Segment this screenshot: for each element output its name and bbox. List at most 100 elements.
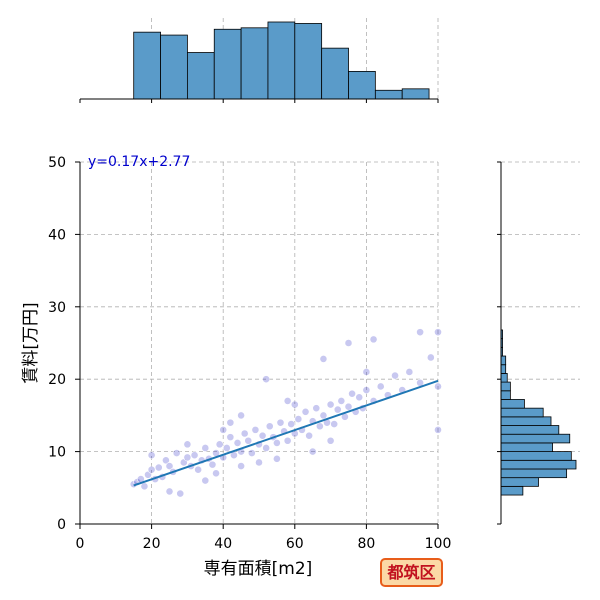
scatter-point xyxy=(201,444,210,452)
right-hist-bar xyxy=(500,477,539,487)
scatter-point xyxy=(283,397,292,405)
right-hist-bar xyxy=(500,407,544,418)
x-tick-label: 60 xyxy=(286,536,304,552)
scatter-point xyxy=(276,418,285,427)
scatter-points xyxy=(129,328,442,498)
scatter-point xyxy=(176,489,185,498)
y-tick-label: 40 xyxy=(48,227,66,243)
top-hist-bar xyxy=(267,21,296,100)
y-tick-label: 50 xyxy=(48,155,66,171)
scatter-point xyxy=(330,420,339,428)
scatter-point xyxy=(391,371,399,380)
scatter-point xyxy=(165,487,174,496)
scatter-point xyxy=(362,386,371,394)
scatter-point xyxy=(258,431,267,440)
scatter-point xyxy=(183,453,192,462)
y-tick-label: 20 xyxy=(48,372,66,388)
y-tick-label: 30 xyxy=(48,300,66,316)
right-hist-bar xyxy=(500,451,572,461)
scatter-point xyxy=(337,397,346,405)
top-hist-bar xyxy=(213,28,242,100)
x-tick-label: 100 xyxy=(425,536,452,552)
scatter-point xyxy=(426,353,435,362)
ward-badge: 都筑区 xyxy=(380,558,443,587)
right-hist-bar xyxy=(500,399,525,409)
scatter-point xyxy=(416,328,424,337)
scatter-point xyxy=(308,447,317,456)
scatter-point xyxy=(369,335,378,344)
scatter-point xyxy=(362,368,371,376)
scatter-point xyxy=(344,402,353,411)
axes xyxy=(75,98,502,529)
scatter-point xyxy=(183,440,192,449)
scatter-point xyxy=(434,328,442,337)
scatter-point xyxy=(287,420,296,428)
x-axis-label: 専有面積[m2] xyxy=(204,559,313,579)
x-tick-label: 20 xyxy=(143,536,161,552)
x-tick-label: 40 xyxy=(214,536,232,552)
x-tick-label: 80 xyxy=(357,536,375,552)
scatter-point xyxy=(283,436,292,445)
scatter-point xyxy=(140,482,149,491)
top-hist-bar xyxy=(374,89,403,100)
top-hist-bar xyxy=(133,31,161,100)
scatter-point xyxy=(154,463,163,472)
scatter-point xyxy=(344,339,353,347)
top-hist-bar xyxy=(401,88,430,100)
scatter-point xyxy=(434,382,442,391)
scatter-point xyxy=(265,422,274,431)
scatter-point xyxy=(315,422,324,431)
scatter-point xyxy=(294,415,303,423)
scatter-point xyxy=(326,436,335,445)
scatter-point xyxy=(208,460,217,469)
scatter-point xyxy=(240,429,249,438)
top-hist-bar xyxy=(348,70,376,100)
scatter-point xyxy=(226,418,235,427)
scatter-point xyxy=(172,449,181,457)
right-hist-bar xyxy=(500,425,560,435)
scatter-point xyxy=(244,436,253,445)
scatter-point xyxy=(255,458,263,467)
scatter-point xyxy=(272,454,281,463)
right-hist-bar xyxy=(500,485,524,496)
scatter-point xyxy=(237,462,245,470)
top-hist-bar xyxy=(321,47,349,100)
right-hist-bar xyxy=(500,416,552,426)
y-tick-label: 10 xyxy=(48,445,66,461)
scatter-point xyxy=(376,382,385,391)
right-hist-bar xyxy=(500,390,511,400)
scatter-point xyxy=(233,439,242,447)
scatter-point xyxy=(147,465,156,474)
right-hist-bar xyxy=(500,364,507,374)
scatter-point xyxy=(251,425,260,434)
scatter-point xyxy=(162,456,170,465)
y-tick-label: 0 xyxy=(57,517,66,533)
scatter-point xyxy=(226,433,235,442)
scatter-point xyxy=(222,444,231,452)
top-hist-bar xyxy=(240,27,269,100)
top-hist-bar xyxy=(186,52,215,100)
ward-badge-label: 都筑区 xyxy=(386,563,435,582)
scatter-point xyxy=(201,476,210,485)
ward-badge-box xyxy=(380,558,443,587)
scatter-point xyxy=(262,375,271,384)
scatter-point xyxy=(247,449,256,457)
scatter-point xyxy=(190,451,199,460)
scatter-point xyxy=(219,425,228,434)
scatter-point xyxy=(305,431,314,440)
scatter-point xyxy=(212,469,220,478)
scatter-point xyxy=(262,444,271,452)
tick-labels: 0 20 40 60 80 100 0 10 20 30 40 50 xyxy=(48,155,451,552)
scatter-point xyxy=(326,400,335,409)
right-hist-bar xyxy=(500,459,577,470)
top-histogram xyxy=(133,21,430,100)
scatter-point xyxy=(333,405,342,414)
scatter-point xyxy=(355,393,364,402)
x-tick-label: 0 xyxy=(76,536,85,552)
scatter-point xyxy=(319,355,328,363)
top-hist-bar xyxy=(160,34,188,100)
regression-equation: y=0.17x+2.77 xyxy=(88,154,190,170)
scatter-point xyxy=(301,407,310,416)
scatter-point xyxy=(434,425,442,434)
right-hist-bar xyxy=(500,355,507,366)
